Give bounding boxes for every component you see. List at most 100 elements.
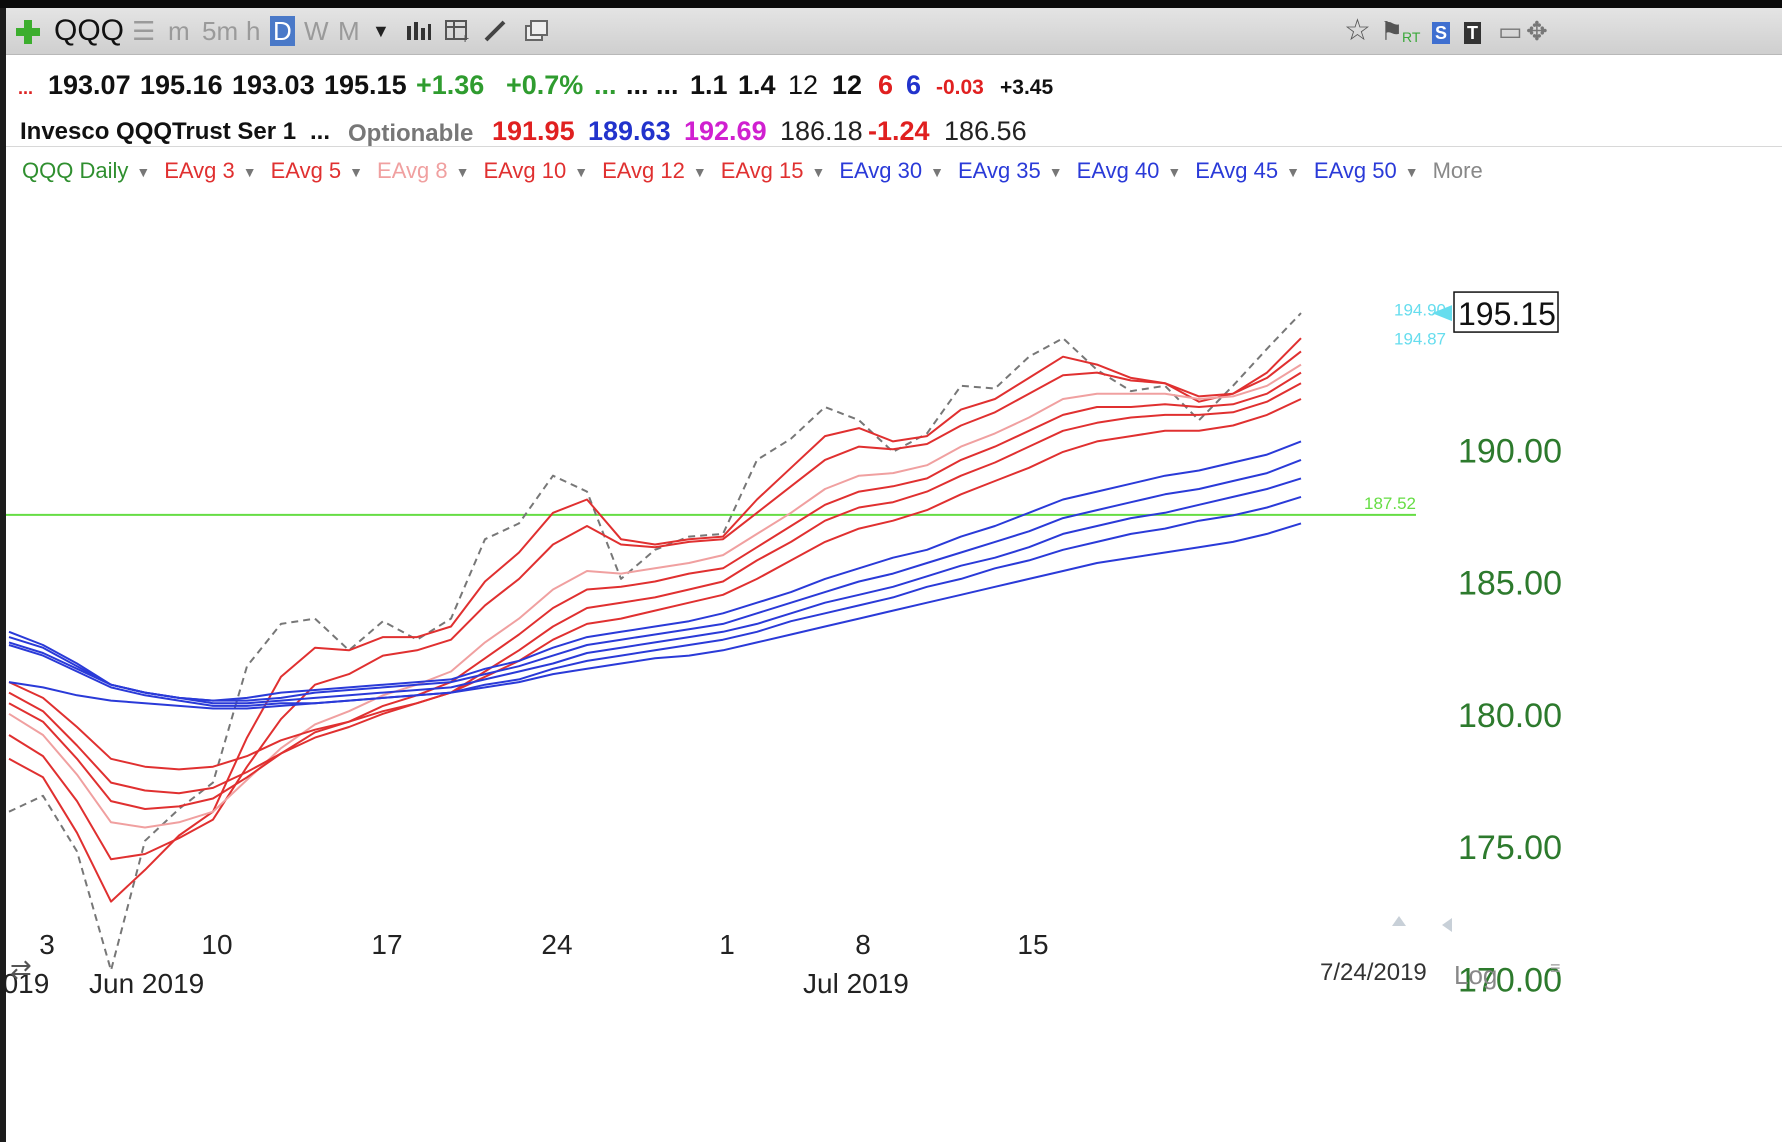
quote-gray-value-2: 186.56 xyxy=(944,116,1027,146)
legend-item[interactable]: EAvg 8 ▼ xyxy=(377,158,469,184)
current-date-label: 7/24/2019 xyxy=(1320,959,1427,986)
reference-line-label: 187.52 xyxy=(1364,494,1416,513)
ema-series-line xyxy=(8,440,1302,702)
legend-item[interactable]: EAvg 30 ▼ xyxy=(839,158,944,184)
period-daily[interactable]: D xyxy=(270,16,295,46)
legend-item[interactable]: EAvg 5 ▼ xyxy=(271,158,363,184)
legend-dropdown-icon[interactable]: ▼ xyxy=(349,164,364,181)
ema-series-line xyxy=(8,495,1302,707)
legend-more[interactable]: More xyxy=(1432,158,1483,183)
ema-series-line xyxy=(8,477,1302,705)
legend-item[interactable]: EAvg 50 ▼ xyxy=(1314,158,1419,184)
x-tick-label: 8 xyxy=(855,929,871,960)
legend-label: EAvg 12 xyxy=(602,158,685,183)
quote-value-d: 12 xyxy=(832,70,863,100)
legend-label: EAvg 30 xyxy=(839,158,923,183)
last-price-arrow xyxy=(1432,305,1452,322)
legend-dropdown-icon[interactable]: ▼ xyxy=(136,164,151,181)
indicator-legend: QQQ Daily ▼ EAvg 3 ▼ EAvg 5 ▼ EAvg 8 ▼ EAvg 10 ▼ E… xyxy=(22,158,1483,192)
legend-item[interactable]: EAvg 3 ▼ xyxy=(164,158,256,184)
period-dropdown-icon[interactable]: ▼ xyxy=(372,21,390,41)
period-hour[interactable]: h xyxy=(246,16,261,46)
legend-label: EAvg 3 xyxy=(164,158,235,183)
layers-icon[interactable] xyxy=(522,18,550,44)
bar-chart-icon[interactable] xyxy=(404,18,432,44)
save-icon[interactable]: ▭ xyxy=(1498,16,1523,46)
optionable-label: Optionable xyxy=(348,120,474,147)
quote-change: +1.36 xyxy=(416,70,485,100)
toolbar: QQQ ☰ m 5m h D W M ▼ + ☆ ⚑ RT S T ▭ ✥ xyxy=(6,8,1782,55)
legend-label: EAvg 40 xyxy=(1076,158,1160,183)
scroll-left-icon[interactable] xyxy=(1442,918,1452,932)
log-scale-toggle[interactable]: Log xyxy=(1454,960,1498,990)
x-tick-label: 1 xyxy=(719,929,735,960)
t-button[interactable]: T xyxy=(1464,22,1481,44)
chart-window: QQQ ☰ m 5m h D W M ▼ + ☆ ⚑ RT S T ▭ ✥ ..… xyxy=(0,8,1782,1142)
legend-item[interactable]: EAvg 40 ▼ xyxy=(1077,158,1182,184)
star-icon[interactable]: ☆ xyxy=(1344,14,1371,47)
x-tick-label: 15 xyxy=(1017,929,1048,960)
legend-dropdown-icon[interactable]: ▼ xyxy=(692,164,707,181)
period-5min[interactable]: 5m xyxy=(202,16,239,46)
legend-dropdown-icon[interactable]: ▼ xyxy=(930,164,944,181)
security-name: Invesco QQQTrust Ser 1 xyxy=(20,118,297,145)
quote-value-c: 12 xyxy=(788,70,819,100)
alert-flag-icon[interactable]: ⚑ xyxy=(1380,16,1404,46)
legend-item[interactable]: EAvg 35 ▼ xyxy=(958,158,1063,184)
ema-series-line xyxy=(8,382,1302,795)
s-button[interactable]: S xyxy=(1432,22,1451,44)
period-minute[interactable]: m xyxy=(168,16,190,46)
y-tick-label: 190.00 xyxy=(1458,432,1562,470)
add-symbol-icon[interactable] xyxy=(14,18,42,44)
quote-open: 193.07 xyxy=(48,70,131,100)
quote-change-pct: +0.7% xyxy=(506,70,584,100)
symbol-label[interactable]: QQQ xyxy=(54,14,125,47)
legend-dropdown-icon[interactable]: ▼ xyxy=(811,164,826,181)
legend-dropdown-icon[interactable]: ▼ xyxy=(574,164,589,181)
quote-red-value: 191.95 xyxy=(492,116,575,146)
legend-item[interactable]: EAvg 45 ▼ xyxy=(1195,158,1300,184)
ema-series-line xyxy=(8,363,1302,829)
x-period-label: Jul 2019 xyxy=(803,968,909,999)
move-icon[interactable]: ✥ xyxy=(1526,16,1548,46)
legend-dropdown-icon[interactable]: ▼ xyxy=(1286,164,1300,181)
realtime-label[interactable]: RT xyxy=(1402,29,1421,45)
quote-neg-value: -1.24 xyxy=(868,116,930,146)
legend-dropdown-icon[interactable]: ▼ xyxy=(1167,164,1182,181)
name-ellipsis: ... xyxy=(310,118,331,145)
quote-magenta-value: 192.69 xyxy=(684,116,767,146)
legend-item[interactable]: EAvg 15 ▼ xyxy=(721,158,826,184)
legend-item[interactable]: EAvg 12 ▼ xyxy=(602,158,707,184)
quote-value-g: -0.03 xyxy=(936,76,984,99)
legend-dropdown-icon[interactable]: ▼ xyxy=(1404,164,1419,181)
y-tick-label: 170.00 xyxy=(1458,961,1562,999)
quote-value-h: +3.45 xyxy=(1000,76,1054,99)
table-icon[interactable]: + xyxy=(444,18,472,46)
y-tick-label: 185.00 xyxy=(1458,565,1562,603)
settings-list-icon[interactable]: ☰ xyxy=(132,16,156,46)
quote-dots-black-2: ... xyxy=(656,70,679,100)
legend-dropdown-icon[interactable]: ▼ xyxy=(455,164,470,181)
ema-series-line xyxy=(8,371,1302,810)
legend-dropdown-icon[interactable]: ▼ xyxy=(1048,164,1063,181)
legend-dropdown-icon[interactable]: ▼ xyxy=(242,164,257,181)
legend-label: EAvg 45 xyxy=(1195,158,1279,183)
period-weekly[interactable]: W xyxy=(304,16,329,46)
quote-value-b: 1.4 xyxy=(738,70,776,100)
refresh-icon[interactable]: ⇄ xyxy=(10,954,32,984)
price-series-line xyxy=(8,312,1302,972)
x-tick-label: 17 xyxy=(371,929,402,960)
period-monthly[interactable]: M xyxy=(338,16,360,46)
legend-label: EAvg 5 xyxy=(270,158,342,183)
x-tick-label: 24 xyxy=(541,929,572,960)
legend-item[interactable]: QQQ Daily ▼ xyxy=(22,158,150,184)
legend-label: QQQ Daily xyxy=(22,158,129,183)
scroll-up-icon[interactable] xyxy=(1392,916,1406,926)
y-tick-label: 175.00 xyxy=(1458,829,1562,867)
draw-pencil-icon[interactable] xyxy=(482,18,510,44)
x-period-label: Jun 2019 xyxy=(89,968,204,999)
legend-item[interactable]: EAvg 10 ▼ xyxy=(483,158,588,184)
price-chart[interactable]: 187.52 170.00 175.00 180.00 185.00 190.00 194.… xyxy=(6,8,1782,1142)
menu-lines-icon[interactable]: ≡ xyxy=(1550,958,1561,978)
quote-value-a: 1.1 xyxy=(690,70,728,100)
